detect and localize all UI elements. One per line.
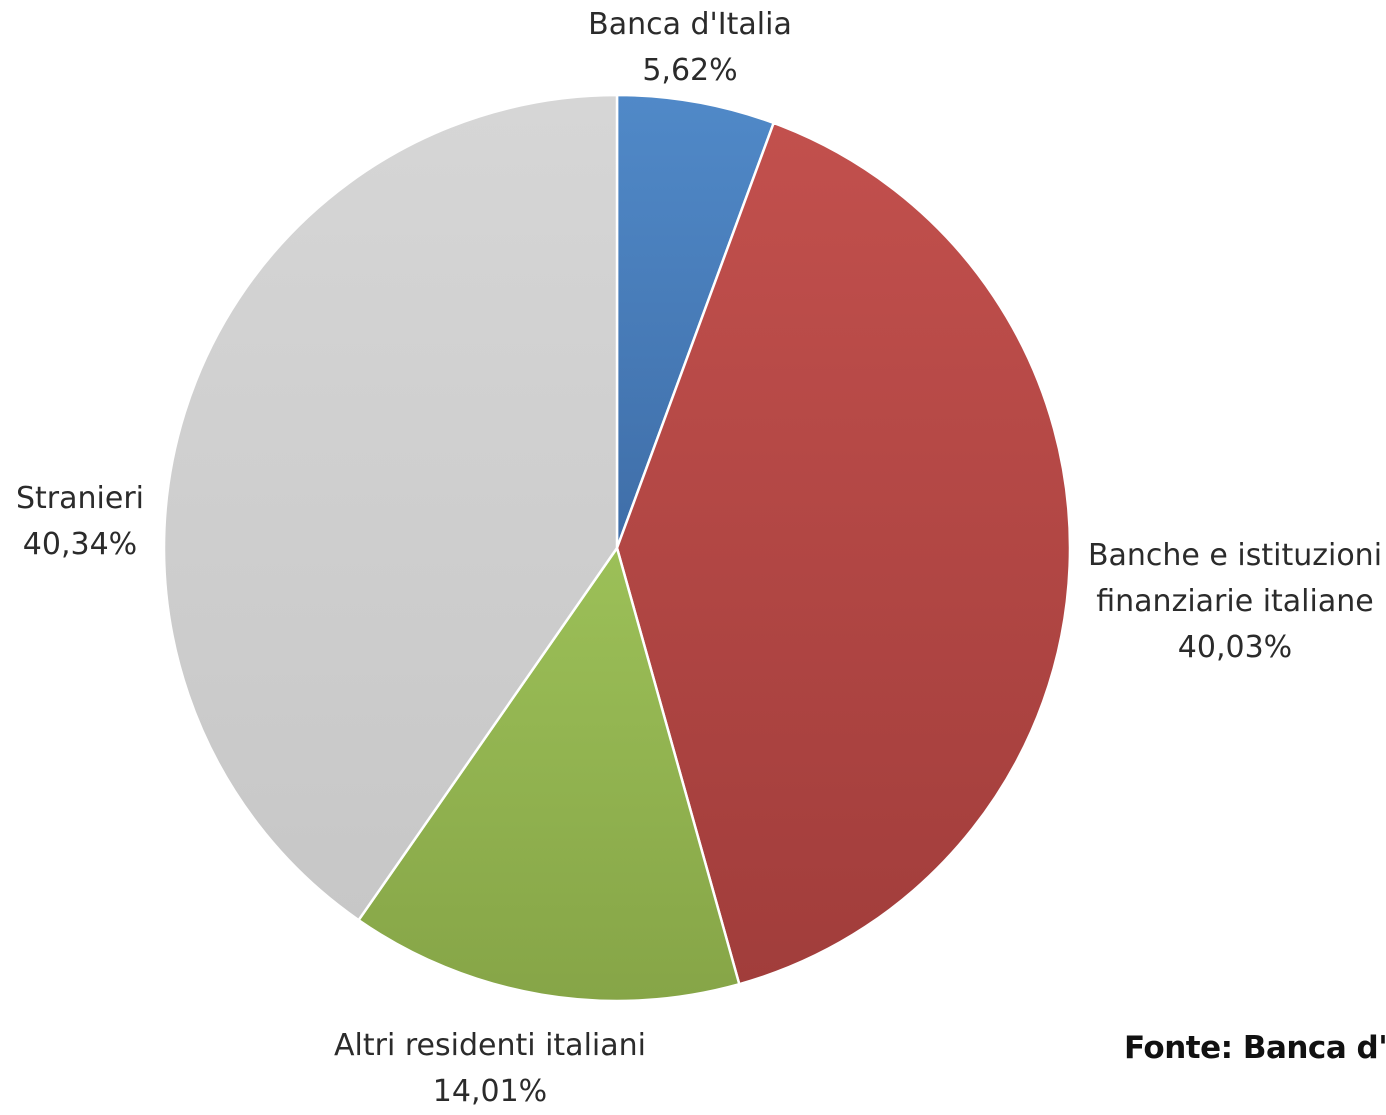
slice-name-banche-line1: Banche e istituzioni (1087, 538, 1383, 573)
slice-value-stranieri: 40,34% (22, 527, 138, 562)
slice-name-banche-line2: finanziarie italiane (1096, 584, 1374, 619)
slice-name-altri-residenti: Altri residenti italiani (334, 1028, 646, 1063)
slice-label-banche: Banche e istituzioni finanziarie italian… (1080, 533, 1386, 671)
slice-label-banca-ditalia: Banca d'Italia 5,62% (540, 2, 840, 94)
slice-label-altri-residenti: Altri residenti italiani 14,01% (310, 1023, 670, 1115)
slice-name-stranieri: Stranieri (16, 481, 144, 516)
slice-label-stranieri: Stranieri 40,34% (0, 476, 160, 568)
pie-slice-banca-d-italia (615, 93, 775, 550)
pie-slice-stranieri (162, 93, 619, 922)
slice-value-altri-residenti: 14,01% (432, 1074, 548, 1109)
slice-name-banca-ditalia: Banca d'Italia (588, 7, 792, 42)
slice-value-banche: 40,03% (1177, 630, 1293, 665)
pie-slice-banche-e-istituzioni-finanziarie-italiane (615, 121, 1072, 986)
source-note: Fonte: Banca d' (1124, 1030, 1386, 1066)
pie-slice-altri-residenti-italiani (357, 546, 741, 1003)
slice-value-banca-ditalia: 5,62% (642, 53, 738, 88)
